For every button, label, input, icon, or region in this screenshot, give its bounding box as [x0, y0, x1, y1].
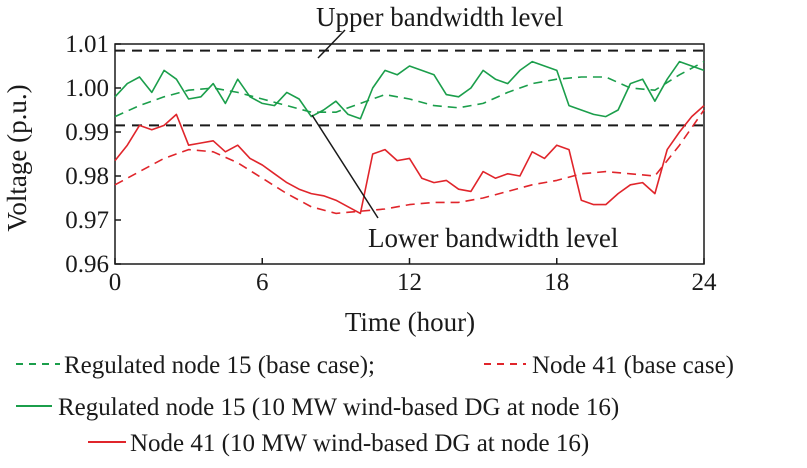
y-axis-label: Voltage (p.u.)	[2, 84, 32, 231]
x-tick-label: 24	[692, 269, 718, 296]
series-node41-base	[114, 109, 705, 215]
legend-node41-dg: Node 41 (10 MW wind-based DG at node 16)	[130, 430, 589, 457]
x-tick-label: 18	[544, 269, 569, 296]
tick-layer: 0 6 12 18 24 0.96 0.97 0.98 0.99 1.00 1.01	[65, 31, 717, 296]
series-node15-base	[114, 60, 705, 118]
lower-bandwidth-annotation: Lower bandwidth level	[368, 223, 618, 253]
y-tick-label: 0.99	[65, 119, 109, 146]
series-layer	[114, 60, 705, 215]
upper-annotation-leader	[317, 29, 346, 59]
x-axis-label: Time (hour)	[345, 307, 475, 337]
upper-bandwidth-annotation: Upper bandwidth level	[316, 2, 563, 32]
x-tick-label: 12	[397, 269, 422, 296]
y-tick-label: 1.01	[65, 31, 109, 58]
x-tick-label: 0	[109, 269, 122, 296]
y-tick-label: 0.96	[65, 251, 109, 278]
lower-annotation-leader	[311, 114, 379, 219]
y-tick-label: 0.98	[65, 163, 109, 190]
legend-node15-base: Regulated node 15 (base case);	[64, 352, 375, 379]
series-node15-dg	[114, 60, 705, 120]
y-tick-label: 0.97	[65, 207, 109, 234]
series-node41-dg	[114, 105, 705, 215]
legend-node15-dg: Regulated node 15 (10 MW wind-based DG a…	[58, 394, 619, 421]
legend-node41-base: Node 41 (base case)	[532, 352, 734, 379]
x-tick-label: 6	[256, 269, 269, 296]
y-tick-label: 1.00	[65, 75, 109, 102]
